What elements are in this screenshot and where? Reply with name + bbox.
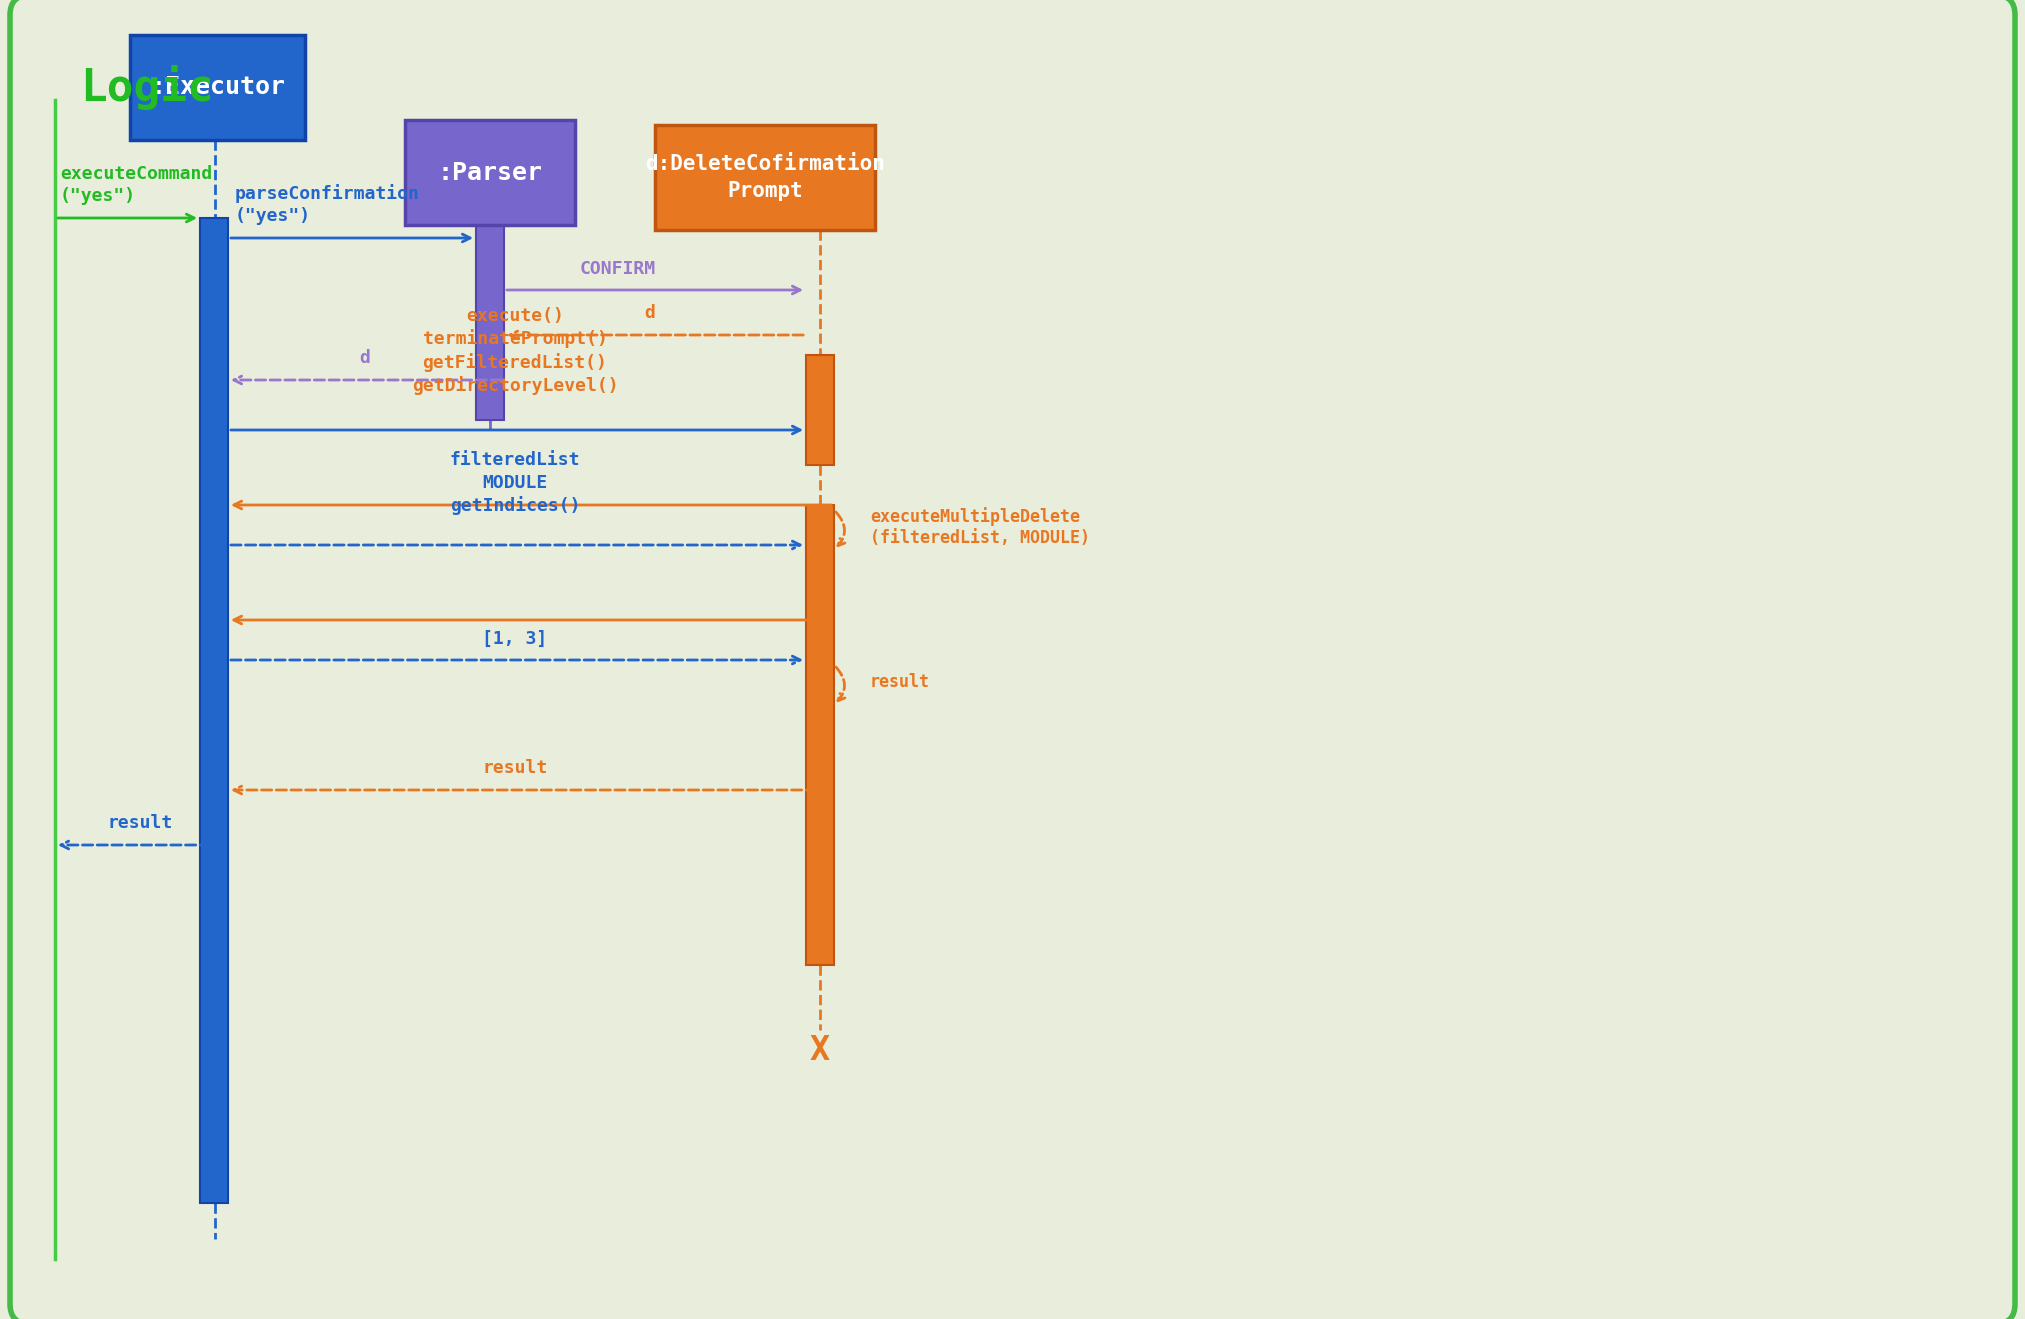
Text: execute()
terminatePrompt()
getFilteredList()
getDirectoryLevel(): execute() terminatePrompt() getFilteredL…: [411, 306, 618, 394]
Text: d: d: [360, 350, 371, 367]
Text: result: result: [482, 758, 547, 777]
Text: result: result: [871, 673, 929, 691]
Text: X: X: [810, 1034, 830, 1067]
Text: d:DeleteCofirmation
Prompt: d:DeleteCofirmation Prompt: [646, 154, 885, 200]
Text: :Executor: :Executor: [150, 75, 286, 99]
FancyBboxPatch shape: [10, 0, 2015, 1319]
FancyBboxPatch shape: [654, 125, 875, 230]
Text: parseConfirmation
("yes"): parseConfirmation ("yes"): [235, 183, 419, 226]
Text: Logic: Logic: [81, 65, 215, 109]
Text: result: result: [107, 814, 172, 832]
Text: executeMultipleDelete
(filteredList, MODULE): executeMultipleDelete (filteredList, MOD…: [871, 506, 1089, 547]
Text: d: d: [644, 303, 656, 322]
FancyBboxPatch shape: [130, 36, 306, 140]
FancyBboxPatch shape: [476, 220, 504, 419]
FancyBboxPatch shape: [806, 505, 834, 966]
Text: executeCommand
("yes"): executeCommand ("yes"): [61, 165, 213, 204]
FancyBboxPatch shape: [405, 120, 575, 226]
Text: [1, 3]: [1, 3]: [482, 630, 547, 648]
Text: CONFIRM: CONFIRM: [579, 260, 656, 278]
Text: :Parser: :Parser: [437, 161, 543, 185]
FancyBboxPatch shape: [200, 218, 229, 1203]
FancyBboxPatch shape: [806, 355, 834, 466]
Text: filteredList
MODULE
getIndices(): filteredList MODULE getIndices(): [450, 451, 581, 514]
